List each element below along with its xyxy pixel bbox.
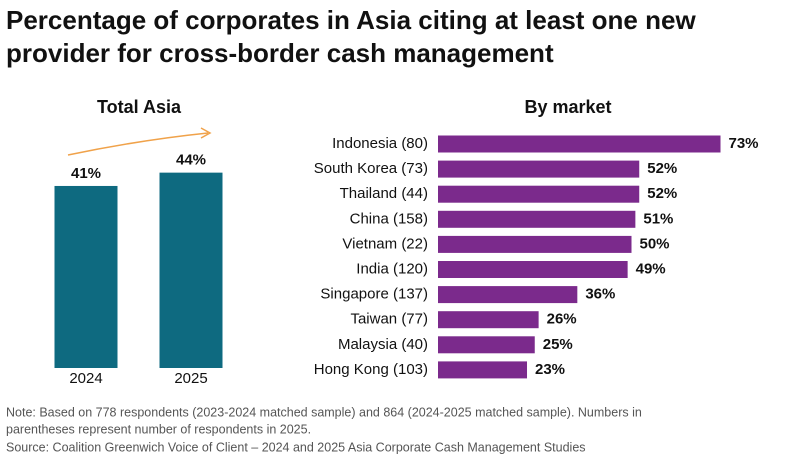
note: Note: Based on 778 respondents (2023-202… — [6, 405, 642, 419]
category-label: South Korea (73) — [314, 160, 428, 177]
value-label: 25% — [543, 336, 573, 353]
category-label: Taiwan (77) — [350, 311, 428, 328]
panel-title: Total Asia — [97, 97, 182, 117]
bar — [438, 235, 632, 253]
category-label: Vietnam (22) — [342, 235, 428, 252]
chart-title: provider for cross-border cash managemen… — [6, 38, 554, 68]
bar — [438, 361, 528, 379]
bar — [438, 336, 535, 354]
panel-title: By market — [524, 97, 611, 117]
chart-title: Percentage of corporates in Asia citing … — [6, 5, 696, 35]
bar — [438, 185, 640, 203]
x-tick-label: 2024 — [69, 370, 102, 387]
value-label: 73% — [729, 135, 759, 152]
category-label: China (158) — [350, 210, 428, 227]
bar — [438, 311, 539, 329]
category-label: Thailand (44) — [340, 185, 428, 202]
category-label: India (120) — [356, 260, 428, 277]
value-label: 49% — [636, 260, 666, 277]
value-label: 36% — [585, 286, 615, 303]
bar — [438, 261, 628, 278]
x-tick-label: 2025 — [174, 370, 207, 387]
bar — [438, 286, 578, 304]
value-label: 52% — [647, 185, 677, 202]
value-label: 23% — [535, 361, 565, 378]
value-label: 44% — [176, 152, 206, 169]
category-label: Malaysia (40) — [338, 336, 428, 353]
value-label: 52% — [647, 160, 677, 177]
bar — [438, 135, 721, 153]
category-label: Singapore (137) — [320, 286, 428, 303]
category-label: Indonesia (80) — [332, 135, 428, 152]
value-label: 26% — [547, 311, 577, 328]
bar — [159, 172, 223, 368]
bar — [438, 210, 636, 228]
value-label: 50% — [640, 235, 670, 252]
trend-arrow — [67, 132, 209, 156]
bar — [438, 160, 640, 178]
note: parentheses represent number of responde… — [6, 422, 311, 436]
value-label: 51% — [643, 210, 673, 227]
category-label: Hong Kong (103) — [314, 361, 428, 378]
note: Source: Coalition Greenwich Voice of Cli… — [6, 440, 586, 454]
value-label: 41% — [71, 165, 101, 182]
trend-arrow-head — [200, 127, 212, 139]
bar — [54, 185, 118, 368]
